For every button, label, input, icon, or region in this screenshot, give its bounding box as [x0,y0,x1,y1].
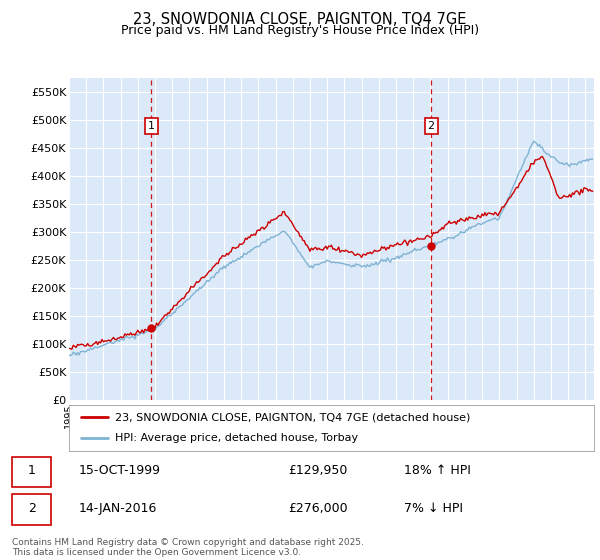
Text: 2: 2 [428,121,435,131]
Text: 7% ↓ HPI: 7% ↓ HPI [404,502,463,515]
Text: 23, SNOWDONIA CLOSE, PAIGNTON, TQ4 7GE (detached house): 23, SNOWDONIA CLOSE, PAIGNTON, TQ4 7GE (… [115,412,470,422]
FancyBboxPatch shape [12,456,51,487]
Text: £276,000: £276,000 [289,502,348,515]
Text: 15-OCT-1999: 15-OCT-1999 [78,464,160,478]
Text: 14-JAN-2016: 14-JAN-2016 [78,502,157,515]
Text: 2: 2 [28,502,35,515]
Text: 23, SNOWDONIA CLOSE, PAIGNTON, TQ4 7GE: 23, SNOWDONIA CLOSE, PAIGNTON, TQ4 7GE [133,12,467,27]
FancyBboxPatch shape [12,494,51,525]
Text: Price paid vs. HM Land Registry's House Price Index (HPI): Price paid vs. HM Land Registry's House … [121,24,479,37]
Text: 1: 1 [28,464,35,478]
Text: £129,950: £129,950 [289,464,348,478]
Text: 1: 1 [148,121,155,131]
Text: 18% ↑ HPI: 18% ↑ HPI [404,464,470,478]
Text: Contains HM Land Registry data © Crown copyright and database right 2025.
This d: Contains HM Land Registry data © Crown c… [12,538,364,557]
Text: HPI: Average price, detached house, Torbay: HPI: Average price, detached house, Torb… [115,433,358,444]
